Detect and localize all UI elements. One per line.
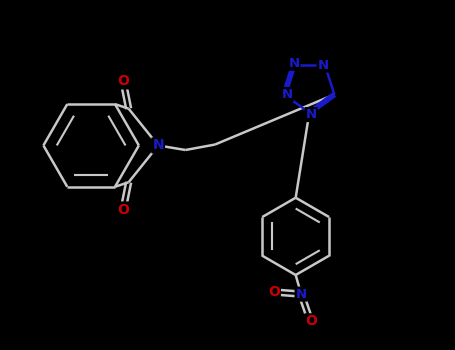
Text: O: O bbox=[268, 285, 280, 299]
Text: N: N bbox=[152, 139, 164, 153]
Text: N: N bbox=[318, 58, 329, 71]
Text: O: O bbox=[305, 314, 317, 328]
Text: N: N bbox=[288, 57, 299, 70]
Text: O: O bbox=[117, 203, 129, 217]
Text: O: O bbox=[117, 75, 129, 89]
Text: N: N bbox=[306, 108, 317, 121]
Text: N: N bbox=[296, 288, 307, 301]
Text: N: N bbox=[281, 88, 293, 101]
